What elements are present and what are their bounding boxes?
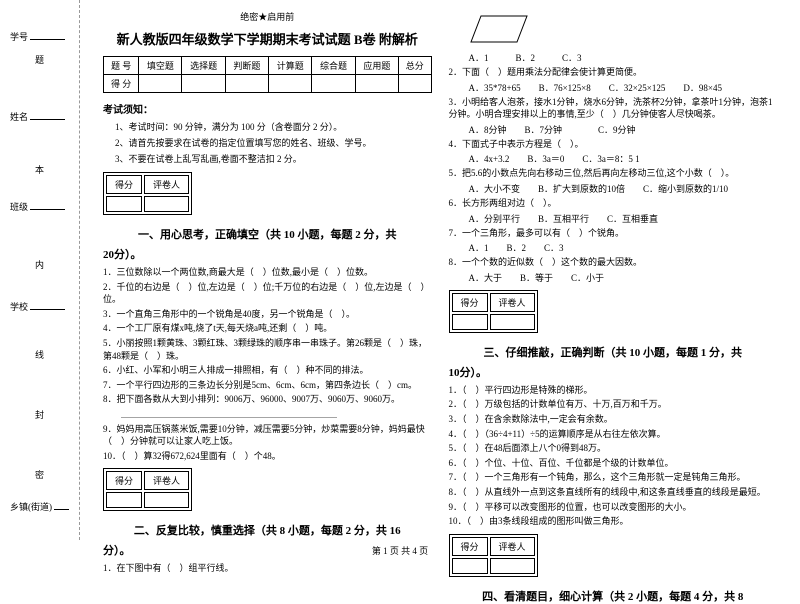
- section-1-title-b: 20分）。: [103, 246, 432, 262]
- judge-q3: 3．（ ）在含余数除法中,一定会有余数。: [449, 413, 778, 426]
- fill-q7: 7．一个平行四边形的三条边长分别是5cm、6cm、6cm，第四条边长（ ）cm。: [103, 379, 432, 392]
- score-header: 总分: [398, 57, 431, 75]
- fill-q5: 5．小丽按照1颗黄珠、3颗红珠、3颗绿珠的顺序串一串珠子。第26颗是（ ）珠，第…: [103, 337, 432, 362]
- binding-mark: 题: [33, 55, 46, 64]
- judge-q6: 6．（ ）个位、十位、百位、千位都是个级的计数单位。: [449, 457, 778, 470]
- judge-q2: 2．（ ）万级包括的计数单位有万、十万,百万和千万。: [449, 398, 778, 411]
- score-table: 题 号 填空题 选择题 判断题 计算题 综合题 应用题 总分 得 分: [103, 56, 432, 93]
- choice-q1: 1．在下图中有（ ）组平行线。: [103, 562, 432, 575]
- exam-page: 学号 题 姓名 本 班级 内 学校 线 封 密 乡镇(街道) 绝密★启用前 新人…: [0, 0, 800, 540]
- choice-q5: 5．把5.6的小数点先向右移动三位,然后再向左移动三位,这个小数（ ）。: [449, 167, 778, 180]
- score-header: 题 号: [104, 57, 139, 75]
- parallelogram-figure: [469, 14, 529, 44]
- fill-q8-line: ＿＿＿＿＿＿＿＿＿＿＿＿＿＿＿＿＿＿＿＿＿＿＿＿: [103, 408, 432, 421]
- binding-field-school: 学校: [10, 300, 65, 313]
- fill-q8: 8．把下面各数从大到小排列：9006万、96000、9007万、9060万、90…: [103, 393, 432, 406]
- choice-q4-opts: A．4x+3.2 B．3a＝0 C．3a＝8：5 1: [449, 152, 778, 165]
- binding-field-class: 班级: [10, 200, 65, 213]
- section-3-title: 三、仔细推敲，正确判断（共 10 小题，每题 1 分，共: [449, 344, 778, 360]
- choice-q8-opts: A．大于 B．等于 C．小于: [449, 271, 778, 284]
- binding-mark: 内: [33, 260, 46, 269]
- score-header: 选择题: [182, 57, 225, 75]
- section-4-title: 四、看清题目，细心计算（共 2 小题，每题 4 分，共 8: [449, 588, 778, 604]
- judge-q4: 4．（ ）（36÷4+11）÷5的运算顺序是从右往左依次算。: [449, 428, 778, 441]
- choice-q8: 8．一个个数的近似数（ ）这个数的最大因数。: [449, 256, 778, 269]
- section-1-title: 一、用心思考，正确填空（共 10 小题，每题 2 分，共: [103, 226, 432, 242]
- binding-margin: 学号 题 姓名 本 班级 内 学校 线 封 密 乡镇(街道): [0, 0, 80, 540]
- score-header: 应用题: [355, 57, 398, 75]
- fill-q4: 4．一个工厂原有煤x吨,烧了t天,每天烧a吨,还剩（ ）吨。: [103, 322, 432, 335]
- notice-item: 3、不要在试卷上乱写乱画,卷面不整洁扣 2 分。: [103, 152, 432, 165]
- section-3-title-b: 10分）。: [449, 364, 778, 380]
- choice-q6-opts: A．分别平行 B．互相平行 C．互相垂直: [449, 212, 778, 225]
- binding-mark: 本: [33, 165, 46, 174]
- choice-q6: 6．长方形两组对边（ ）。: [449, 197, 778, 210]
- score-header: 填空题: [139, 57, 182, 75]
- left-column: 绝密★启用前 新人教版四年级数学下学期期末考试试题 B卷 附解析 题 号 填空题…: [95, 10, 440, 540]
- choice-q1-opts: A．1 B．2 C．3: [449, 51, 778, 64]
- fill-q10: 10．（ ）算32得672,624里面有（ ）个48。: [103, 450, 432, 463]
- choice-q5-opts: A．大小不变 B．扩大到原数的10倍 C．缩小到原数的1/10: [449, 182, 778, 195]
- fill-q1: 1．三位数除以一个两位数,商最大是（ ）位数,最小是（ ）位数。: [103, 266, 432, 279]
- choice-q3: 3．小明给客人泡茶，接水1分钟，烧水6分钟，洗茶杯2分钟，拿茶叶1分钟，泡茶1分…: [449, 96, 778, 121]
- binding-mark: 封: [33, 410, 46, 419]
- section-score-box: 得分评卷人: [449, 534, 538, 577]
- choice-q3-opts: A．8分钟 B．7分钟 C．9分钟: [449, 123, 778, 136]
- score-header: 综合题: [312, 57, 355, 75]
- score-header: 判断题: [225, 57, 268, 75]
- choice-q2-opts: A．35*78+65 B．76×125×8 C．32×25×125 D．98×4…: [449, 81, 778, 94]
- notice-title: 考试须知：: [103, 101, 432, 116]
- judge-q9: 9．（ ）平移可以改变图形的位置，也可以改变图形的大小。: [449, 501, 778, 514]
- notice-item: 1、考试时间：90 分钟，满分为 100 分（含卷面分 2 分）。: [103, 120, 432, 133]
- notice-item: 2、请首先按要求在试卷的指定位置填写您的姓名、班级、学号。: [103, 136, 432, 149]
- fill-q3: 3．一个直角三角形中的一个锐角是40度，另一个锐角是（ ）。: [103, 308, 432, 321]
- section-2-title: 二、反复比较，慎重选择（共 8 小题，每题 2 分，共 16: [103, 522, 432, 538]
- binding-field-town: 乡镇(街道): [10, 500, 69, 513]
- binding-mark: 线: [33, 350, 46, 359]
- judge-q8: 8．（ ）从直线外一点到这条直线所有的线段中,和这条直线垂直的线段是最短。: [449, 486, 778, 499]
- judge-q5: 5．（ ）在48后面添上八个0得到48万。: [449, 442, 778, 455]
- score-row-label: 得 分: [104, 75, 139, 93]
- judge-q1: 1．（ ）平行四边形是特殊的梯形。: [449, 384, 778, 397]
- right-column: A．1 B．2 C．3 2．下面（ ）题用乘法分配律会使计算更简便。 A．35*…: [441, 10, 786, 540]
- exam-title: 新人教版四年级数学下学期期末考试试题 B卷 附解析: [103, 29, 432, 48]
- fill-q9: 9．妈妈用高压锅蒸米饭,需要10分钟，减压需要5分钟，炒菜需要8分钟，妈妈最快（…: [103, 423, 432, 448]
- choice-q2: 2．下面（ ）题用乘法分配律会使计算更简便。: [449, 66, 778, 79]
- section-score-box: 得分评卷人: [449, 290, 538, 333]
- secret-mark: 绝密★启用前: [103, 10, 432, 23]
- section-score-box: 得分评卷人: [103, 468, 192, 511]
- fill-q6: 6．小红、小军和小明三人排成一排照相，有（ ）种不同的排法。: [103, 364, 432, 377]
- choice-q4: 4．下面式子中表示方程是（ ）。: [449, 138, 778, 151]
- judge-q10: 10．（ ）由3条线段组成的图形叫做三角形。: [449, 515, 778, 528]
- score-header: 计算题: [269, 57, 312, 75]
- binding-mark: 密: [33, 470, 46, 479]
- judge-q7: 7．（ ）一个三角形有一个钝角，那么，这个三角形就一定是钝角三角形。: [449, 471, 778, 484]
- binding-field-name: 姓名: [10, 110, 65, 123]
- section-score-box: 得分评卷人: [103, 172, 192, 215]
- binding-field-id: 学号: [10, 30, 65, 43]
- choice-q7: 7．一个三角形，最多可以有（ ）个锐角。: [449, 227, 778, 240]
- choice-q7-opts: A．1 B．2 C．3: [449, 241, 778, 254]
- content-columns: 绝密★启用前 新人教版四年级数学下学期期末考试试题 B卷 附解析 题 号 填空题…: [80, 0, 800, 540]
- fill-q2: 2．千位的右边是（ ）位,左边是（ ）位;千万位的右边是（ ）位,左边是（ ）位…: [103, 281, 432, 306]
